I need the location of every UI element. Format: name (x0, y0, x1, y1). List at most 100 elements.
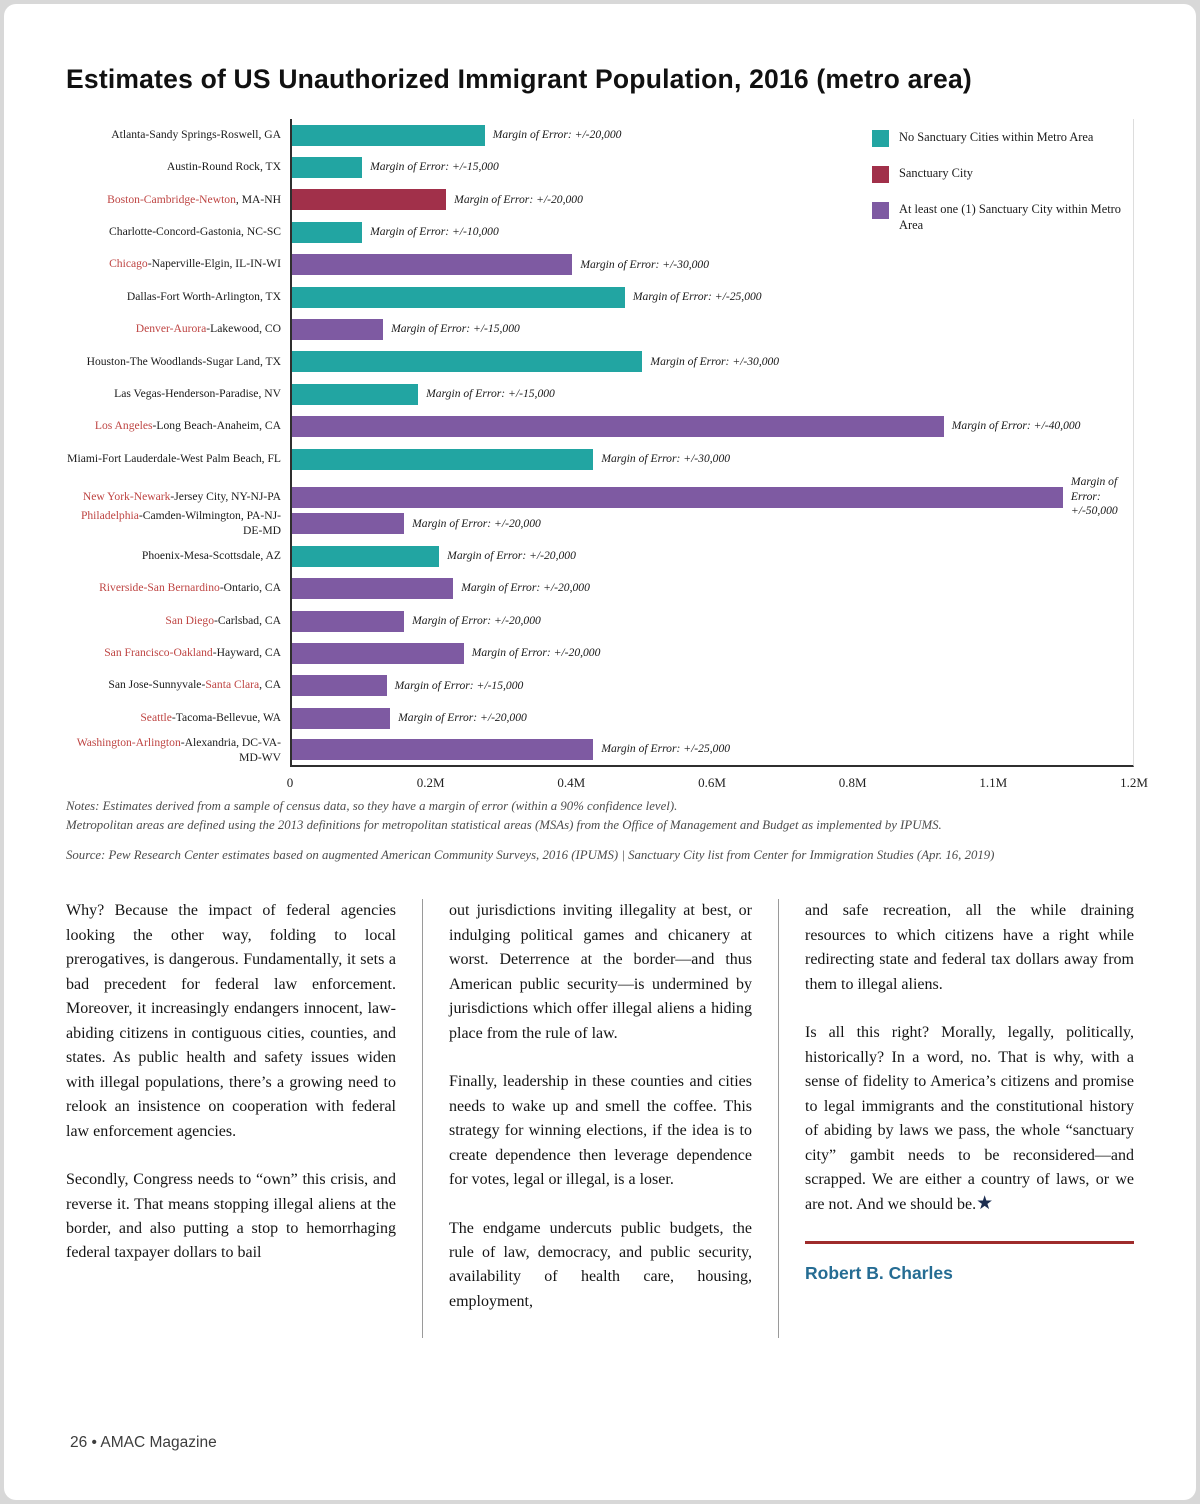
bar-track: Margin of Error: +/-15,000 (290, 151, 1134, 184)
margin-of-error-label: Margin of Error: +/-40,000 (951, 419, 1081, 433)
bar (292, 254, 573, 276)
margin-of-error-label: Margin of Error: +/-20,000 (471, 646, 601, 660)
bar-chart: No Sanctuary Cities within Metro Area San… (66, 119, 1148, 795)
notes-line-2: Metropolitan areas are defined using the… (66, 818, 942, 832)
sanctuary-city-name: Chicago (109, 257, 148, 271)
chart-row: Riverside-San Bernardino-Ontario, CA Marg… (66, 572, 1134, 605)
chart-row: Dallas-Fort Worth-Arlington, TX Margin of… (66, 280, 1134, 314)
article-paragraph: Secondly, Congress needs to “own” this c… (66, 1171, 396, 1262)
bar-track: Margin of Error: +/-10,000 (290, 216, 1134, 249)
x-tick-label: 0.8M (838, 774, 867, 790)
margin-of-error-label: Margin of Error: +/-15,000 (426, 387, 555, 401)
bar-track: Margin of Error: +/-15,000 (290, 378, 1134, 411)
bar-track: Margin of Error: +/-25,000 (290, 734, 1134, 767)
legend-item: Sanctuary City (872, 165, 1134, 183)
article-paragraph: The endgame undercuts public budgets, th… (449, 1219, 752, 1310)
bar-label: Philadelphia-Camden-Wilmington, PA-NJ-DE… (80, 509, 281, 537)
margin-of-error-label: Margin of Error: +/-20,000 (412, 516, 541, 530)
chart-row: Philadelphia-Camden-Wilmington, PA-NJ-DE… (66, 507, 1134, 541)
bar-track: Margin of Error: +/-20,000 (290, 604, 1134, 638)
bar-track: Margin of Error: +/-15,000 (290, 669, 1134, 703)
bar-track: Margin of Error: +/-20,000 (290, 119, 1134, 152)
notes-line-1: Notes: Estimates derived from a sample o… (66, 798, 678, 813)
bar (292, 545, 440, 567)
article-paragraph: and safe recreation, all the while drain… (805, 902, 1134, 993)
bar (292, 739, 594, 761)
bar-label: Seattle-Tacoma-Bellevue, WA (140, 710, 281, 724)
x-tick-label: 0.6M (698, 774, 726, 790)
article-paragraph: Why? Because the impact of federal agenc… (66, 902, 396, 1140)
sanctuary-city-name: Seattle (140, 710, 172, 724)
bar-track: Margin of Error: +/-25,000 (290, 280, 1134, 314)
bar-track: Margin of Error: +/-30,000 (290, 442, 1134, 476)
bar (292, 642, 464, 664)
chart-legend: No Sanctuary Cities within Metro Area San… (872, 129, 1134, 233)
bar (292, 513, 405, 535)
bar-track: Margin of Error: +/-20,000 (290, 507, 1134, 541)
bar-label: Houston-The Woodlands-Sugar Land, TX (86, 354, 281, 368)
bar-track: Margin of Error: +/-50,000 (290, 475, 1134, 519)
bar-track: Margin of Error: +/-20,000 (290, 702, 1134, 735)
byline-rule (805, 1241, 1134, 1244)
chart-row: Charlotte-Concord-Gastonia, NC-SC Margin … (66, 216, 1134, 249)
star-icon: ★ (976, 1192, 994, 1214)
bar-track: Margin of Error: +/-15,000 (290, 313, 1134, 346)
margin-of-error-label: Margin of Error: +/-30,000 (601, 451, 731, 465)
chart-row: Miami-Fort Lauderdale-West Palm Beach, F… (66, 442, 1134, 476)
bar-track: Margin of Error: +/-20,000 (290, 637, 1134, 670)
byline: Robert B. Charles (805, 1263, 953, 1283)
page-content: Estimates of US Unauthorized Immigrant P… (4, 4, 1196, 1339)
bar-label: Riverside-San Bernardino-Ontario, CA (99, 581, 281, 595)
sanctuary-city-name: Santa Clara (205, 678, 260, 692)
bar-track: Margin of Error: +/-20,000 (290, 540, 1134, 573)
margin-of-error-label: Margin of Error: +/-20,000 (454, 192, 583, 206)
margin-of-error-label: Margin of Error: +/-50,000 (1070, 475, 1118, 518)
article-paragraph: Finally, leadership in these counties an… (449, 1073, 752, 1189)
margin-of-error-label: Margin of Error: +/-25,000 (632, 289, 762, 303)
bar (292, 383, 419, 405)
x-tick-label: 0.4M (557, 774, 586, 790)
bar-track: Margin of Error: +/-20,000 (290, 183, 1134, 217)
chart-row: Los Angeles-Long Beach-Anaheim, CA Margin… (66, 410, 1134, 443)
magazine-page: Estimates of US Unauthorized Immigrant P… (4, 4, 1196, 1500)
bar-label: Boston-Cambridge-Newton, MA-NH (107, 192, 281, 206)
bar (292, 416, 944, 438)
bar-track: Margin of Error: +/-40,000 (290, 410, 1134, 443)
axis-spacer (66, 767, 290, 795)
bar (292, 707, 391, 729)
sanctuary-city-name: Washington-Arlington (76, 735, 181, 749)
chart-row: Chicago-Naperville-Elgin, IL-IN-WI Margin… (66, 248, 1134, 281)
bar-label: Las Vegas-Henderson-Paradise, NV (114, 386, 281, 400)
margin-of-error-label: Margin of Error: +/-25,000 (601, 742, 731, 756)
article-paragraph: out jurisdictions inviting illegality at… (449, 902, 752, 1042)
margin-of-error-label: Margin of Error: +/-20,000 (461, 581, 590, 595)
margin-of-error-label: Margin of Error: +/-15,000 (370, 160, 499, 174)
article-column-3: and safe recreation, all the while drain… (805, 899, 1134, 1217)
article-column: out jurisdictions inviting illegality at… (422, 899, 778, 1339)
bar-label: San Jose-Sunnyvale-Santa Clara, CA (108, 678, 281, 692)
chart-row: San Jose-Sunnyvale-Santa Clara, CA Margin… (66, 669, 1134, 703)
bar (292, 319, 384, 341)
bar (292, 286, 625, 308)
sanctuary-city-name: San Francisco-Oakland (104, 646, 213, 660)
bar-label: Chicago-Naperville-Elgin, IL-IN-WI (109, 257, 281, 271)
x-tick-label: 1.2M (1120, 774, 1148, 790)
bar-label: Charlotte-Concord-Gastonia, NC-SC (109, 224, 281, 238)
article-column: and safe recreation, all the while drain… (778, 899, 1134, 1339)
legend-swatch (872, 166, 889, 183)
margin-of-error-label: Margin of Error: +/-20,000 (412, 613, 541, 627)
chart-row: Washington-Arlington-Alexandria, DC-VA-M… (66, 734, 1134, 767)
sanctuary-city-name: Riverside-San Bernardino (99, 581, 220, 595)
bar (292, 448, 594, 470)
sanctuary-city-name: Los Angeles (94, 419, 153, 433)
bar (292, 124, 485, 146)
article: Why? Because the impact of federal agenc… (66, 899, 1134, 1339)
article-column: Why? Because the impact of federal agenc… (66, 899, 422, 1338)
chart-row: New York-Newark-Jersey City, NY-NJ-PA Mar… (66, 475, 1134, 519)
chart-notes: Notes: Estimates derived from a sample o… (66, 797, 1134, 866)
x-tick-label: 0 (286, 774, 294, 790)
bar-label: Denver-Aurora-Lakewood, CO (135, 322, 281, 336)
article-paragraph: Is all this right? Morally, legally, pol… (805, 1024, 1134, 1214)
chart-rows: No Sanctuary Cities within Metro Area San… (66, 119, 1134, 767)
bar-label: San Diego-Carlsbad, CA (165, 613, 281, 627)
